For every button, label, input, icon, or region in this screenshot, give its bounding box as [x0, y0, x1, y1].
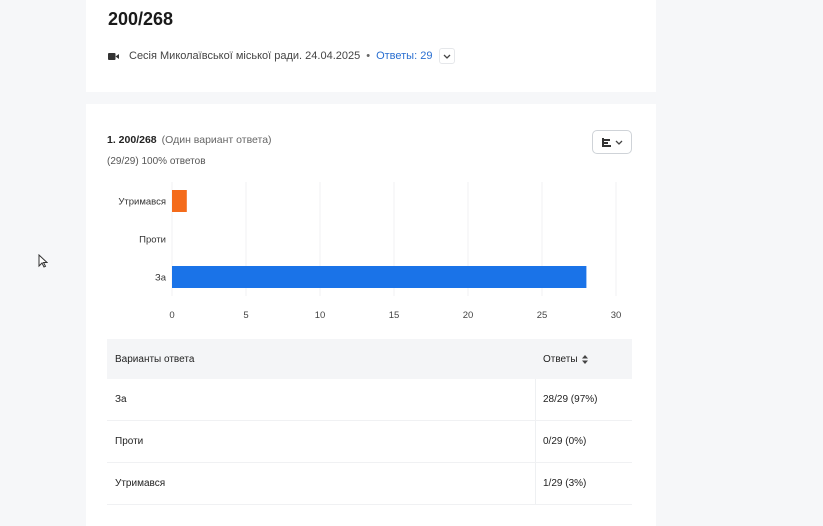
table-row: Утримався 1/29 (3%) — [107, 463, 632, 505]
row-answers: 1/29 (3%) — [543, 478, 587, 489]
x-tick-label: 0 — [169, 310, 174, 321]
question-title: 1. 200/268 (Один вариант ответа) — [107, 134, 272, 146]
x-tick-label: 5 — [243, 310, 248, 321]
question-summary: (29/29) 100% ответов — [107, 156, 206, 167]
responses-dropdown-button[interactable] — [439, 48, 456, 64]
chevron-down-icon — [443, 54, 451, 59]
column-divider — [535, 421, 536, 462]
category-label: Утримався — [118, 197, 166, 208]
row-option: Проти — [115, 436, 144, 447]
page-title: 200/268 — [108, 9, 174, 29]
header-answers-label: Ответы — [543, 353, 578, 365]
meta-separator: • — [366, 50, 371, 62]
category-label: Проти — [139, 235, 166, 246]
row-option: За — [115, 394, 127, 405]
session-meta: Сесія Миколаївської міської ради. 24.04.… — [108, 47, 456, 65]
chart-view-button[interactable] — [592, 130, 632, 154]
x-tick-label: 20 — [463, 310, 474, 321]
column-divider — [535, 463, 536, 504]
responses-link[interactable]: Ответы: 29 — [376, 50, 433, 62]
results-bar-chart: 0 5 10 15 20 25 30 Утримався Проти За — [118, 182, 622, 321]
column-divider — [535, 379, 536, 420]
x-tick-label: 25 — [537, 310, 548, 321]
row-answers: 0/29 (0%) — [543, 436, 587, 447]
question-type: (Один вариант ответа) — [161, 134, 272, 146]
chevron-down-icon — [615, 140, 622, 145]
sort-icon[interactable] — [581, 354, 588, 364]
bar — [172, 190, 187, 212]
table-row: Проти 0/29 (0%) — [107, 421, 632, 463]
bar-chart-view-icon — [601, 137, 611, 147]
header-answers[interactable]: Ответы — [543, 354, 588, 365]
row-option: Утримався — [115, 478, 166, 489]
x-tick-label: 15 — [389, 310, 400, 321]
category-label: За — [155, 273, 167, 284]
results-table: Варианты ответа Ответы За 28/29 (97%) Пр… — [107, 339, 632, 505]
session-name: Сесія Миколаївської міської ради. 24.04.… — [129, 50, 361, 62]
header-options: Варианты ответа — [115, 353, 195, 365]
x-tick-label: 10 — [315, 310, 326, 321]
question-number-title: 1. 200/268 — [107, 134, 157, 146]
row-answers: 28/29 (97%) — [543, 394, 598, 405]
question-card: 1. 200/268 (Один вариант ответа) (29/29) … — [86, 104, 656, 526]
video-camera-icon — [108, 52, 119, 61]
bar — [172, 266, 587, 288]
poll-header-card: 200/268 Сесія Миколаївської міської ради… — [86, 0, 656, 92]
table-header-row: Варианты ответа Ответы — [107, 339, 632, 379]
x-tick-label: 30 — [611, 310, 622, 321]
mouse-cursor-icon — [38, 253, 49, 273]
table-row: За 28/29 (97%) — [107, 379, 632, 421]
